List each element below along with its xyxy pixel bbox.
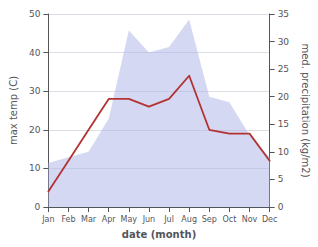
svg-text:Sep: Sep <box>202 215 217 224</box>
svg-text:Apr: Apr <box>102 215 117 224</box>
svg-text:max temp (C): max temp (C) <box>8 76 19 145</box>
svg-text:5: 5 <box>278 174 284 184</box>
svg-text:Nov: Nov <box>242 215 258 224</box>
svg-text:Jun: Jun <box>142 215 156 224</box>
svg-text:20: 20 <box>278 92 290 102</box>
svg-text:30: 30 <box>29 86 41 96</box>
svg-text:20: 20 <box>29 125 41 135</box>
svg-text:0: 0 <box>278 202 284 212</box>
svg-text:date (month): date (month) <box>122 229 196 240</box>
svg-text:10: 10 <box>278 147 290 157</box>
svg-text:50: 50 <box>29 9 41 19</box>
svg-text:10: 10 <box>29 163 41 173</box>
svg-text:35: 35 <box>278 9 289 19</box>
svg-text:30: 30 <box>278 37 290 47</box>
svg-text:Jan: Jan <box>41 215 54 224</box>
svg-text:Oct: Oct <box>222 215 236 224</box>
svg-text:Aug: Aug <box>181 215 197 224</box>
svg-text:40: 40 <box>29 48 41 58</box>
svg-text:Dec: Dec <box>262 215 277 224</box>
svg-text:Feb: Feb <box>61 215 75 224</box>
svg-text:med. precipitation (kg/m2): med. precipitation (kg/m2) <box>300 43 311 177</box>
svg-text:25: 25 <box>278 64 289 74</box>
svg-text:Jul: Jul <box>163 215 174 224</box>
svg-text:0: 0 <box>35 202 41 212</box>
svg-text:May: May <box>121 215 138 224</box>
svg-text:Mar: Mar <box>81 215 97 224</box>
svg-text:15: 15 <box>278 119 289 129</box>
